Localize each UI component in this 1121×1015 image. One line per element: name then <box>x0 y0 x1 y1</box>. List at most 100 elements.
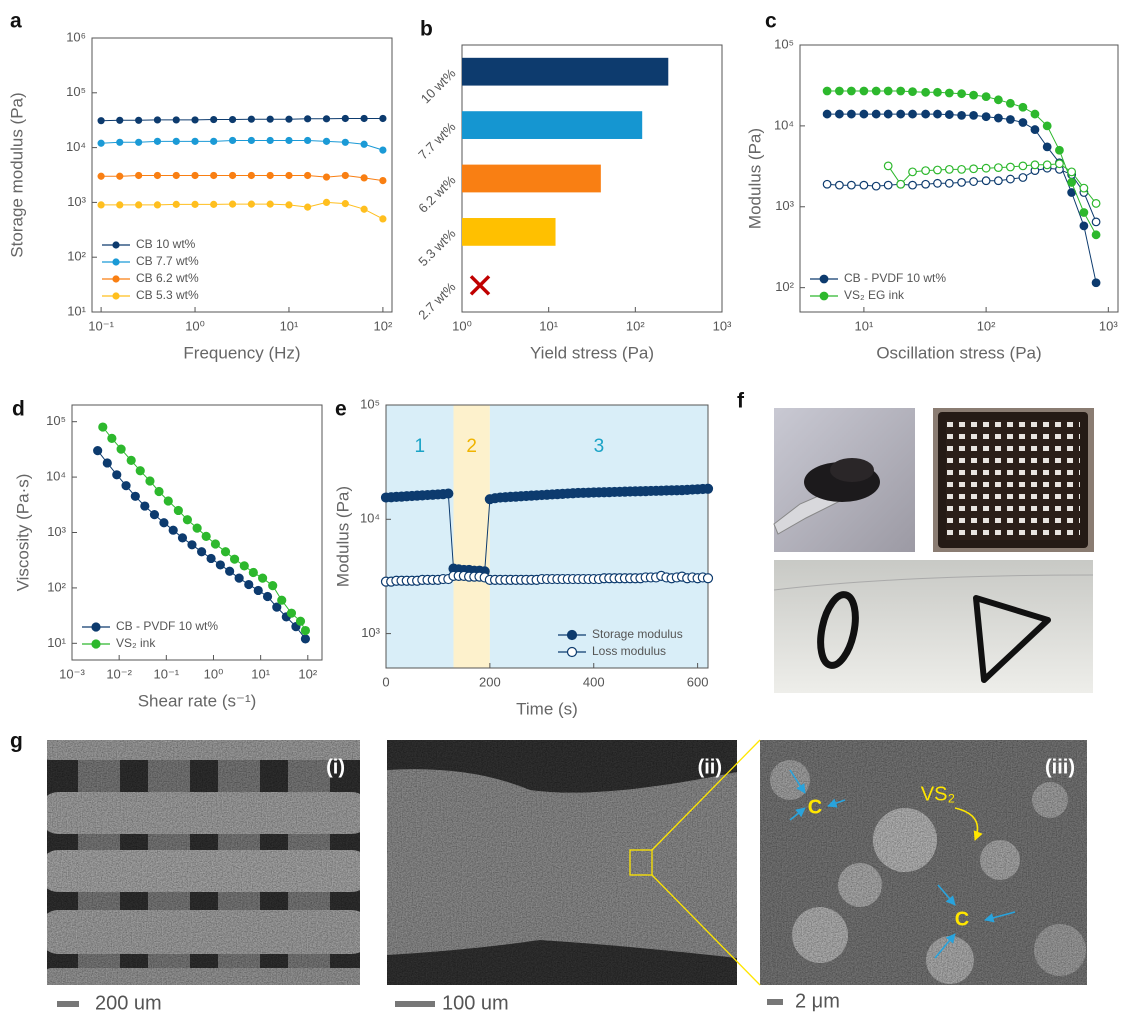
y-tick-label: 10² <box>47 579 66 594</box>
data-point <box>116 138 124 146</box>
data-point <box>97 201 105 209</box>
data-point <box>229 554 240 564</box>
data-point <box>1042 160 1052 170</box>
series-line <box>101 140 384 151</box>
data-point <box>969 90 979 100</box>
data-point <box>300 634 311 644</box>
x-axis-title: Time (s) <box>516 699 578 718</box>
data-point <box>1042 142 1052 152</box>
data-point <box>944 88 954 98</box>
data-point <box>285 171 293 180</box>
data-point <box>1055 145 1064 155</box>
data-point <box>285 115 293 123</box>
data-point <box>993 95 1003 105</box>
x-tick-label: 10² <box>626 318 645 333</box>
data-point <box>266 200 274 208</box>
data-point <box>944 164 954 174</box>
panel-letter: f <box>737 390 745 413</box>
data-point <box>172 200 180 208</box>
photo-lattice <box>933 408 1094 552</box>
x-tick-label: 10² <box>298 666 317 681</box>
data-point <box>871 109 881 119</box>
legend-label: Loss modulus <box>592 644 666 658</box>
data-point <box>130 491 140 501</box>
bar <box>462 57 669 86</box>
data-point <box>116 201 124 209</box>
photo-spatula <box>773 408 915 552</box>
data-point <box>341 171 349 180</box>
data-point <box>210 539 221 549</box>
data-point <box>1018 173 1028 182</box>
data-point <box>228 115 237 124</box>
data-point <box>921 87 931 97</box>
data-point <box>140 501 150 511</box>
annotation: VS₂ <box>921 783 955 805</box>
data-point <box>921 109 931 119</box>
legend-marker <box>91 622 101 632</box>
legend-label: CB - PVDF 10 wt% <box>844 271 946 285</box>
data-point <box>993 113 1003 123</box>
data-point <box>1030 125 1040 134</box>
data-point <box>846 109 856 119</box>
category-label: 7.7 wt% <box>415 119 459 163</box>
category-label: 10 wt% <box>418 65 459 106</box>
legend-label: CB 5.3 wt% <box>136 288 199 302</box>
legend-marker <box>112 241 120 249</box>
data-point <box>834 109 844 119</box>
region <box>489 405 708 668</box>
data-point <box>443 488 454 499</box>
y-tick-label: 10⁶ <box>66 29 86 44</box>
data-point <box>341 200 349 208</box>
x-tick-label: 10⁻³ <box>59 666 85 681</box>
data-point <box>360 114 368 123</box>
data-point <box>883 86 893 96</box>
y-tick-label: 10² <box>67 249 86 264</box>
legend-marker <box>112 258 120 266</box>
image-tag: (i) <box>326 756 345 778</box>
data-point <box>286 608 297 618</box>
data-point <box>1005 162 1015 172</box>
bar <box>462 218 556 246</box>
data-point <box>93 446 103 456</box>
y-tick-label: 10⁵ <box>774 36 794 51</box>
data-point <box>969 164 979 174</box>
panel-letter: a <box>10 10 22 33</box>
data-point <box>969 177 979 186</box>
data-point <box>295 616 306 626</box>
data-point <box>1091 278 1101 288</box>
data-point <box>908 167 917 177</box>
data-point <box>266 171 274 180</box>
legend-label: CB - PVDF 10 wt% <box>116 619 218 633</box>
x-tick-label: 10⁰ <box>452 318 472 333</box>
region-label: 1 <box>414 436 425 457</box>
data-point <box>341 138 349 146</box>
bar <box>462 111 643 139</box>
data-point <box>247 136 255 145</box>
data-point <box>1091 217 1101 227</box>
panel-letter: b <box>420 18 433 41</box>
data-point <box>177 533 188 543</box>
data-point <box>107 433 117 443</box>
data-point <box>1042 121 1052 131</box>
data-point <box>896 179 906 189</box>
data-point <box>1091 199 1101 208</box>
data-point <box>168 525 178 535</box>
data-point <box>921 179 931 189</box>
y-tick-label: 10⁴ <box>66 139 86 154</box>
scale-label: 200 um <box>95 992 162 1014</box>
series-line <box>101 118 383 122</box>
data-point <box>379 146 387 154</box>
data-point <box>1030 109 1040 119</box>
x-tick-label: 10⁻¹ <box>153 666 179 681</box>
x-tick-label: 10² <box>977 318 996 333</box>
data-point <box>300 625 311 636</box>
data-point <box>993 176 1003 186</box>
data-point <box>102 458 112 468</box>
data-point <box>163 496 173 506</box>
sem-image-ii <box>387 740 737 985</box>
data-point <box>908 109 917 119</box>
data-point <box>145 476 155 486</box>
data-point <box>322 115 331 123</box>
annotation: C <box>808 796 822 818</box>
data-point <box>957 164 966 174</box>
